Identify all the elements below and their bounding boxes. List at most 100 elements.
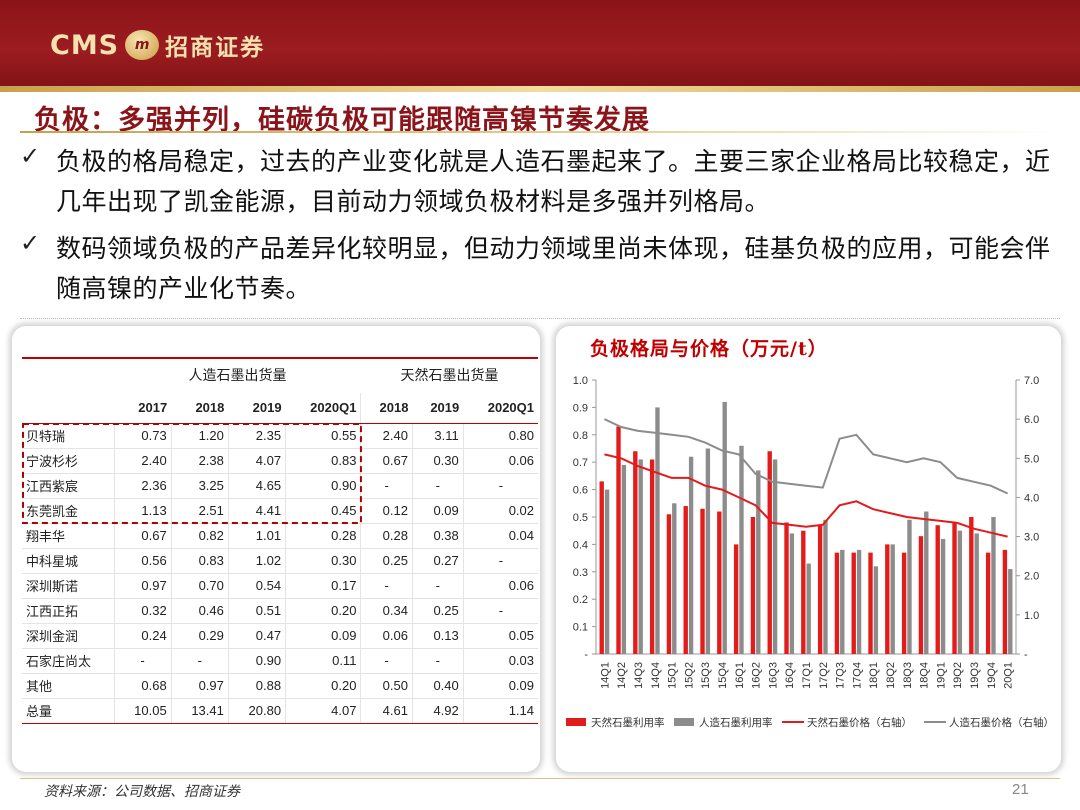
table-cell: 0.32 (113, 598, 172, 624)
table-cell: 2.40 (113, 448, 172, 474)
x-tick-label: 17Q3 (835, 662, 847, 689)
left-tick-label: 0.8 (573, 430, 588, 442)
x-tick-label: 14Q2 (616, 662, 628, 689)
table-cell: 0.67 (360, 448, 413, 474)
table-cell: - (113, 648, 172, 674)
logo-emblem-icon: m (125, 30, 160, 60)
bar-artificial-utilization (840, 549, 845, 654)
bar-natural-utilization (717, 511, 722, 654)
table-cell: 0.12 (360, 498, 413, 524)
table-cell: 0.30 (411, 448, 464, 474)
table-cell: 0.09 (285, 623, 361, 649)
bar-natural-utilization (901, 552, 907, 654)
table-cell: 2.36 (113, 473, 172, 499)
bullet-text: 数码领域负极的产品差异化较明显，但动力领域里尚未体现，硅基负极的应用，可能会伴随… (56, 234, 1051, 303)
table-cell: 0.06 (360, 623, 413, 649)
table-cell: 0.97 (170, 673, 229, 699)
year-header: 2019 (228, 393, 286, 424)
bar-artificial-utilization (940, 538, 946, 654)
legend-label: 人造石墨利用率 (699, 716, 773, 729)
year-header: 2017 (114, 393, 172, 424)
x-tick-label: 20Q1 (1003, 662, 1015, 689)
table-cell: 3.25 (170, 473, 229, 499)
x-tick-label: 17Q1 (801, 662, 813, 689)
table-cell: 0.09 (462, 673, 538, 699)
left-tick-label: 0.9 (573, 402, 588, 414)
group-header-natural: 天然石墨出货量 (400, 367, 499, 383)
table-cell: 0.45 (285, 498, 361, 524)
x-tick-label: 15Q1 (667, 662, 679, 689)
left-tick-label: 1.0 (573, 375, 588, 387)
table-cell: 0.28 (285, 523, 361, 549)
bar-artificial-utilization (722, 401, 727, 654)
table-cell: 0.20 (285, 598, 361, 624)
table-cell: 0.04 (462, 523, 538, 549)
company-name: 宁波杉杉 (22, 448, 114, 474)
x-tick-label: 16Q4 (784, 662, 796, 689)
bar-artificial-utilization (688, 456, 694, 654)
x-tick-label: 16Q2 (751, 662, 763, 689)
bar-natural-utilization (885, 544, 890, 654)
x-tick-label: 15Q2 (683, 662, 695, 689)
table-cell: 0.20 (285, 673, 361, 699)
x-tick-label: 18Q2 (885, 662, 897, 689)
section-divider (20, 318, 1060, 319)
legend-swatch (566, 718, 586, 726)
table-row: 石家庄尚太 - -0.90 0.11- -0.03 (22, 648, 538, 674)
year-header: 2018 (171, 393, 229, 424)
x-tick-label: 19Q1 (935, 662, 947, 689)
bar-artificial-utilization (974, 533, 979, 654)
company-name: 贝特瑞 (22, 423, 114, 449)
bar-artificial-utilization (772, 459, 778, 654)
table-cell: 0.46 (170, 598, 229, 624)
table-cell: 0.54 (227, 573, 286, 599)
left-tick-label: 0.2 (573, 594, 588, 606)
company-name: 其他 (22, 673, 114, 699)
table-cell: 0.80 (462, 423, 538, 449)
x-tick-label: 18Q1 (868, 662, 880, 689)
bar-natural-utilization (666, 514, 672, 654)
table-cell: 0.17 (285, 573, 361, 599)
legend-label: 人造石墨价格（右轴） (949, 716, 1054, 729)
table-cell: 0.83 (170, 548, 229, 574)
table-cell: 0.25 (411, 598, 464, 624)
left-tick-label: 0.5 (573, 512, 588, 524)
table-row: 中科星城 0.56 0.83 1.02 0.30 0.25 0.27- (22, 548, 538, 574)
x-tick-label: 14Q4 (650, 662, 662, 689)
x-tick-label: 18Q4 (919, 662, 931, 689)
table-cell: 1.02 (227, 548, 286, 574)
company-name: 总量 (22, 698, 114, 724)
year-header: 2018 (360, 393, 413, 424)
table-cell: 0.47 (227, 623, 286, 649)
bar-natural-utilization (801, 530, 806, 654)
table-cell: 2.38 (170, 448, 229, 474)
bar-artificial-utilization (604, 489, 610, 654)
bar-natural-utilization (599, 481, 604, 654)
x-tick-label: 19Q2 (952, 662, 964, 689)
year-header: 2020Q1 (463, 393, 538, 424)
table-cell: 0.28 (360, 523, 413, 549)
table-cell: 0.34 (360, 598, 413, 624)
table-cell: 0.97 (113, 573, 172, 599)
company-name: 深圳金润 (22, 623, 114, 649)
highlight-box-layer (22, 423, 362, 524)
bullet-item: ✓ 数码领域负极的产品差异化较明显，但动力领域里尚未体现，硅基负极的应用，可能会… (20, 229, 1070, 309)
right-tick-label: 2.0 (1024, 571, 1039, 583)
company-name: 深圳斯诺 (22, 573, 114, 599)
table-cell: 10.05 (113, 698, 172, 724)
table-cell: - (411, 648, 464, 674)
table-cell: 0.25 (360, 548, 413, 574)
left-tick-label: - (584, 649, 588, 661)
group-header-artificial: 人造石墨出货量 (188, 367, 287, 383)
header-band: CMS m 招商证券 (0, 0, 1080, 92)
x-tick-label: 17Q4 (851, 662, 863, 689)
x-tick-label: 16Q3 (767, 662, 779, 689)
right-tick-label: 1.0 (1024, 610, 1039, 622)
left-tick-label: 0.1 (573, 622, 588, 634)
checkmark-icon: ✓ (20, 229, 41, 257)
table-cell: 2.40 (360, 423, 413, 449)
bar-natural-utilization (834, 552, 840, 654)
bar-artificial-utilization (991, 517, 996, 654)
bar-artificial-utilization (873, 566, 879, 654)
bar-artificial-utilization (756, 470, 761, 654)
